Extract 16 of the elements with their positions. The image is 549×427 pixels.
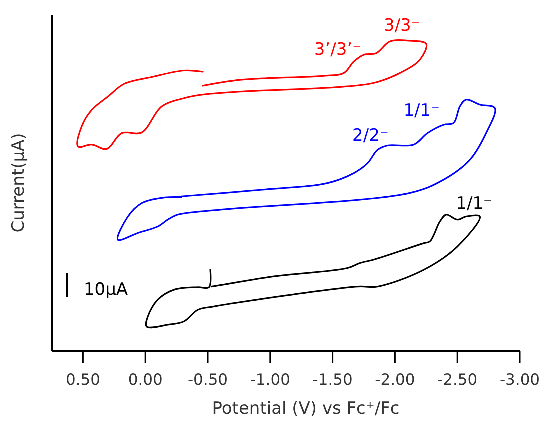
x-tick-label: -2.00 xyxy=(375,371,416,389)
x-tick-label: -0.50 xyxy=(188,371,228,389)
annotation: 1/1⁻ xyxy=(456,194,493,214)
x-axis-title: Potential (V) vs Fc⁺/Fc xyxy=(212,399,400,419)
x-tick-label: 0.00 xyxy=(128,371,163,389)
x-tick-label: 0.50 xyxy=(66,371,100,389)
x-tick-label: -1.00 xyxy=(250,371,290,389)
annotation: 3/3⁻ xyxy=(384,16,420,36)
y-axis-title: Current(μA) xyxy=(9,133,29,233)
x-tick-label: -3.00 xyxy=(500,371,540,389)
annotation: 2/2⁻ xyxy=(352,126,389,146)
x-tick-label: -2.50 xyxy=(438,371,478,389)
annotation: 3’/3’⁻ xyxy=(314,40,362,60)
x-tick-label: -1.50 xyxy=(312,371,353,389)
annotation: 1/1⁻ xyxy=(404,101,440,122)
annotation: 10μA xyxy=(84,280,128,300)
